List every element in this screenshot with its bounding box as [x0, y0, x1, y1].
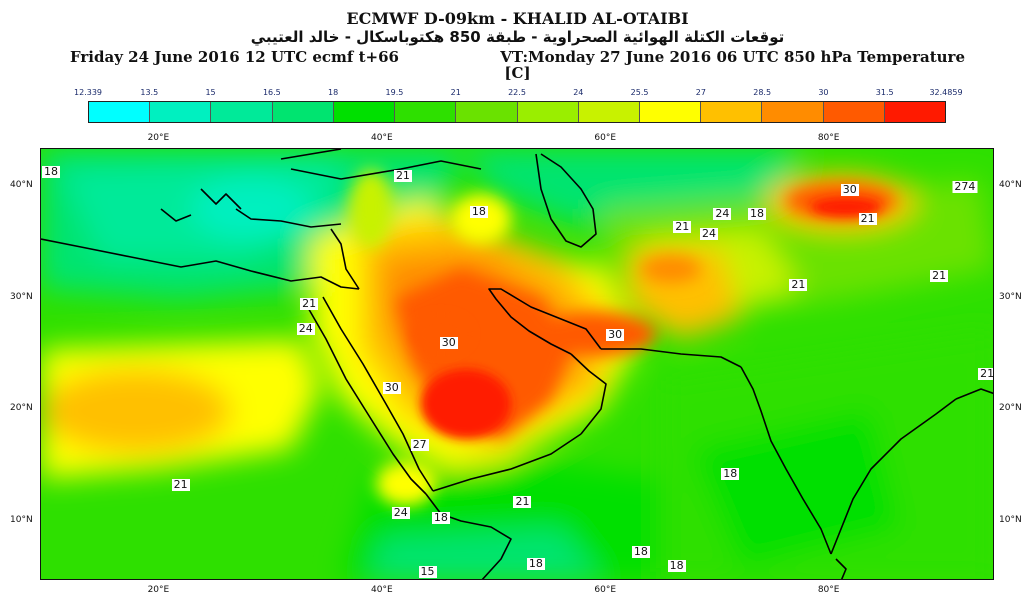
lon-label-bottom: 20°E	[147, 585, 170, 595]
colorbar-tick-label: 30	[818, 88, 829, 97]
contour-label: 18	[667, 559, 686, 573]
lon-label-top: 20°E	[147, 133, 170, 143]
colorbar-segment	[517, 102, 579, 122]
contour-label: 18	[526, 557, 545, 571]
contour-label: 27	[410, 437, 429, 451]
contour-label: 21	[300, 297, 319, 311]
lat-label-left: 20°N	[10, 403, 33, 414]
contour-label: 24	[700, 226, 719, 240]
colorbar-segment	[701, 102, 763, 122]
lon-label-bottom: 40°E	[371, 585, 393, 595]
colorbar-segment	[884, 102, 946, 122]
colorbar-segment	[395, 102, 457, 122]
contour-label: 21	[789, 278, 808, 292]
lat-label-right: 10°N	[999, 514, 1022, 525]
contour-label: 18	[469, 204, 488, 218]
colorbar	[88, 101, 946, 123]
lat-label-left: 30°N	[10, 291, 33, 302]
colorbar-tick-label: 31.5	[875, 88, 894, 97]
colorbar-segment	[762, 102, 824, 122]
colorbar-tick-label: 16.5	[262, 88, 281, 97]
colorbar-segment	[150, 102, 212, 122]
colorbar-segment	[333, 102, 396, 122]
contour-label: 18	[748, 206, 767, 220]
init-time-label: Friday 24 June 2016 12 UTC ecmf t+66	[70, 48, 399, 66]
contour-label: 21	[513, 494, 532, 508]
lon-label-top: 40°E	[371, 133, 393, 143]
contour-label: 24	[296, 321, 315, 335]
lat-label-right: 20°N	[999, 403, 1022, 414]
colorbar-segment	[578, 102, 640, 122]
valid-time-label: VT:Monday 27 June 2016 06 UTC 850 hPa Te…	[500, 48, 965, 66]
colorbar-tick-label: 25.5	[630, 88, 649, 97]
colorbar-segment	[456, 102, 518, 122]
contour-label: 24	[713, 206, 732, 220]
contour-label: 21	[673, 220, 692, 234]
lon-label-top: 80°E	[817, 133, 840, 143]
colorbar-tick-label: 15	[205, 88, 216, 97]
arabic-title: توقعات الكتلة الهوائية الصحراوية - طبقة …	[250, 28, 785, 46]
colorbar-segment	[823, 102, 885, 122]
contour-label: 21	[978, 368, 993, 381]
unit-label: [C]	[504, 64, 531, 82]
colorbar-tick-label: 12.339	[74, 88, 102, 97]
contour-label: 30	[439, 336, 458, 350]
contour-label: 18	[631, 544, 650, 558]
contour-label: 274	[952, 179, 978, 193]
lat-label-right: 30°N	[999, 291, 1022, 302]
colorbar-tick-label: 19.5	[385, 88, 404, 97]
lat-label-right: 40°N	[999, 179, 1022, 190]
colorbar-tick-label: 28.5	[753, 88, 772, 97]
colorbar-tick-label: 32.4859	[929, 88, 963, 97]
colorbar-segment	[272, 102, 334, 122]
contour-label: 21	[171, 478, 190, 491]
contour-label: 15	[418, 565, 437, 579]
lon-label-bottom: 80°E	[817, 585, 840, 595]
colorbar-segment	[89, 102, 151, 122]
contour-label: 30	[840, 183, 859, 197]
colorbar-segment	[639, 102, 702, 122]
colorbar-tick-label: 21	[450, 88, 461, 97]
contour-label: 21	[858, 212, 877, 226]
colorbar-tick-label: 27	[695, 88, 706, 97]
coastlines	[41, 149, 993, 579]
lon-label-top: 60°E	[594, 133, 617, 143]
lat-label-left: 40°N	[10, 179, 33, 190]
lat-label-left: 10°N	[10, 514, 33, 525]
map-canvas	[41, 149, 993, 579]
contour-label: 30	[382, 380, 401, 394]
colorbar-tick-labels: 12.339 13.5 15 16.5 18 19.5 21 22.5 24 25.5 27 28.5…	[74, 88, 963, 100]
contour-label: 24	[391, 505, 410, 519]
colorbar-segment	[211, 102, 273, 122]
contour-label: 18	[42, 165, 61, 179]
contour-label: 18	[721, 466, 740, 480]
contour-label: 18	[431, 511, 450, 525]
map-title: ECMWF D-09km - KHALID AL-OTAIBI	[346, 9, 689, 28]
lon-label-bottom: 60°E	[594, 585, 617, 595]
temperature-map: 18 21 18 30 274 24 18 21 24 21 21 21 21 24 30 30 30 27 21 1…	[40, 148, 994, 580]
contour-label: 21	[930, 269, 949, 283]
contour-label: 21	[393, 168, 412, 182]
colorbar-tick-label: 18	[328, 88, 339, 97]
colorbar-tick-label: 24	[573, 88, 584, 97]
contour-label: 30	[606, 328, 625, 342]
colorbar-tick-label: 13.5	[140, 88, 159, 97]
colorbar-tick-label: 22.5	[508, 88, 526, 97]
